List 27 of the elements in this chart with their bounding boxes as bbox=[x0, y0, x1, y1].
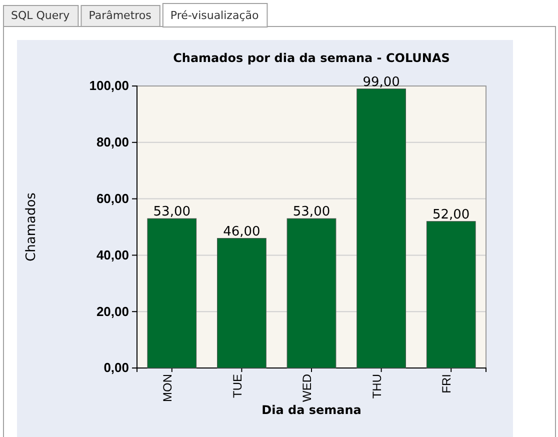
data-label: 46,00 bbox=[223, 224, 260, 240]
x-tick-label: WED bbox=[300, 374, 314, 402]
bar bbox=[426, 221, 476, 368]
y-axis-title: Chamados bbox=[24, 192, 39, 262]
y-tick-label: 100,00 bbox=[89, 78, 129, 94]
y-tick-label: 60,00 bbox=[96, 190, 129, 206]
tab: Parâmetros bbox=[80, 5, 160, 27]
x-axis-title: Dia da semana bbox=[262, 403, 362, 417]
x-tick-label: TUE bbox=[230, 374, 244, 398]
y-tick-label: 40,00 bbox=[96, 247, 129, 262]
x-tick-label: MON bbox=[160, 374, 174, 402]
x-tick-label: THU bbox=[370, 374, 384, 399]
tab: Pré-visualização bbox=[162, 3, 268, 28]
data-label: 52,00 bbox=[432, 207, 470, 222]
y-tick-label: 80,00 bbox=[96, 134, 129, 150]
tab: SQL Query bbox=[3, 5, 79, 27]
bar bbox=[147, 218, 197, 368]
data-label: 99,00 bbox=[362, 74, 400, 90]
data-label: 53,00 bbox=[292, 204, 330, 220]
y-tick-label: 20,00 bbox=[96, 304, 129, 319]
bar bbox=[356, 88, 406, 368]
y-tick-label: 0,00 bbox=[104, 360, 129, 376]
bar bbox=[217, 238, 266, 368]
x-tick-label: FRI bbox=[440, 374, 454, 394]
chart-title: Chamados por dia da semana - COLUNAS bbox=[173, 51, 450, 65]
data-label: 53,00 bbox=[153, 204, 191, 220]
bar bbox=[286, 218, 336, 368]
